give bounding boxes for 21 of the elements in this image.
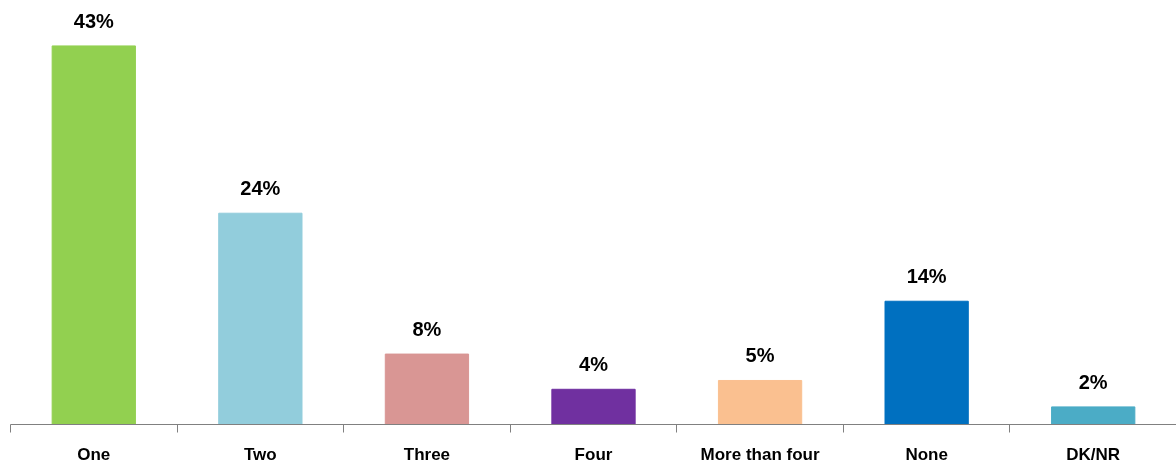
x-tick-label: Four — [574, 444, 613, 464]
data-label: 8% — [412, 318, 442, 341]
bar — [1051, 406, 1136, 425]
bar — [218, 212, 303, 425]
x-tick-label: Three — [403, 444, 451, 464]
bar — [551, 388, 636, 425]
x-tick-label: More than four — [700, 444, 820, 464]
data-label: 5% — [745, 344, 775, 367]
bar — [51, 45, 136, 425]
x-tick-label: DK/NR — [1066, 444, 1121, 464]
bar — [884, 300, 969, 425]
bar — [384, 353, 470, 425]
data-label: 14% — [906, 265, 947, 288]
data-label: 4% — [579, 353, 609, 376]
data-label: 24% — [240, 177, 281, 200]
x-tick-label: None — [905, 444, 948, 464]
x-tick-label: Two — [243, 444, 277, 464]
bar — [717, 379, 803, 425]
x-tick-label: One — [77, 444, 111, 464]
data-label: 2% — [1078, 370, 1108, 393]
data-label: 43% — [73, 9, 115, 32]
